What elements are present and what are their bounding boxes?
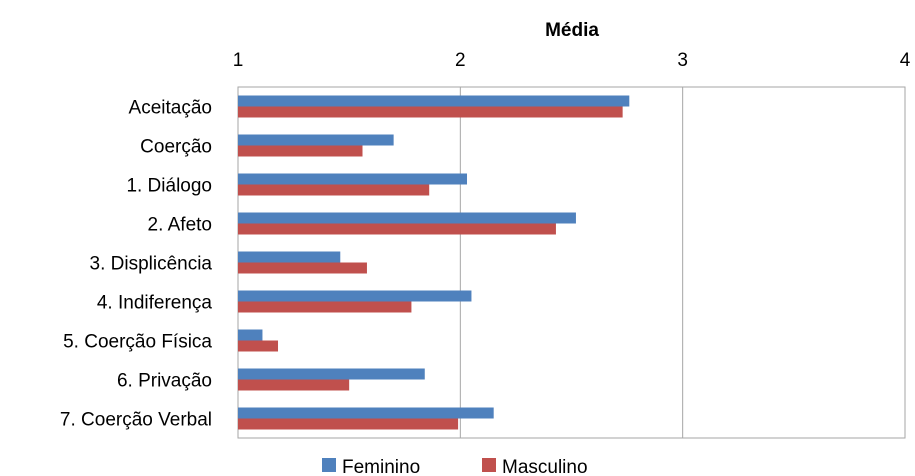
legend-label-feminino: Feminino (342, 457, 420, 476)
category-label: Aceitação (129, 98, 212, 119)
bar-masculino-coercao (238, 145, 363, 157)
bar-feminino-5-coercao-fisica (238, 329, 263, 341)
bar-feminino-7-coercao-verbal (238, 407, 494, 419)
bars (238, 95, 630, 430)
x-axis-ticks: 1 2 3 4 (233, 50, 911, 71)
category-label: 5. Coerção Física (63, 332, 212, 353)
x-tick-label: 3 (677, 50, 688, 71)
bar-masculino-aceitacao (238, 106, 623, 118)
x-tick-label: 2 (455, 50, 466, 71)
category-label: Coerção (140, 137, 212, 158)
bar-feminino-1-dialogo (238, 173, 468, 185)
bar-feminino-3-displicencia (238, 251, 341, 263)
bar-masculino-4-indiferenca (238, 301, 412, 313)
category-label: 4. Indiferença (97, 293, 213, 314)
bar-masculino-3-displicencia (238, 262, 367, 274)
legend: Feminino Masculino (322, 457, 588, 476)
category-label: 7. Coerção Verbal (60, 410, 212, 431)
legend-label-masculino: Masculino (502, 457, 588, 476)
x-tick-label: 4 (900, 50, 911, 71)
category-label: 3. Displicência (90, 254, 213, 275)
grid-lines (459, 87, 684, 438)
category-labels: Aceitação Coerção 1. Diálogo 2. Afeto 3. Dis… (60, 98, 213, 431)
bar-masculino-5-coercao-fisica (238, 340, 279, 352)
legend-swatch-feminino (322, 458, 336, 472)
bar-masculino-1-dialogo (238, 184, 430, 196)
bar-feminino-coercao (238, 134, 394, 146)
bar-feminino-2-afeto (238, 212, 576, 224)
x-tick-label: 1 (233, 50, 244, 71)
category-label: 2. Afeto (148, 215, 212, 236)
bar-feminino-6-privacao (238, 368, 425, 380)
bar-masculino-7-coercao-verbal (238, 418, 459, 430)
bar-masculino-6-privacao (238, 379, 350, 391)
category-label: 1. Diálogo (126, 176, 212, 197)
bar-masculino-2-afeto (238, 223, 556, 235)
bar-feminino-4-indiferenca (238, 290, 472, 302)
category-label: 6. Privação (117, 371, 212, 392)
legend-swatch-masculino (482, 458, 496, 472)
x-axis-title: Média (545, 20, 599, 41)
bar-feminino-aceitacao (238, 95, 630, 107)
